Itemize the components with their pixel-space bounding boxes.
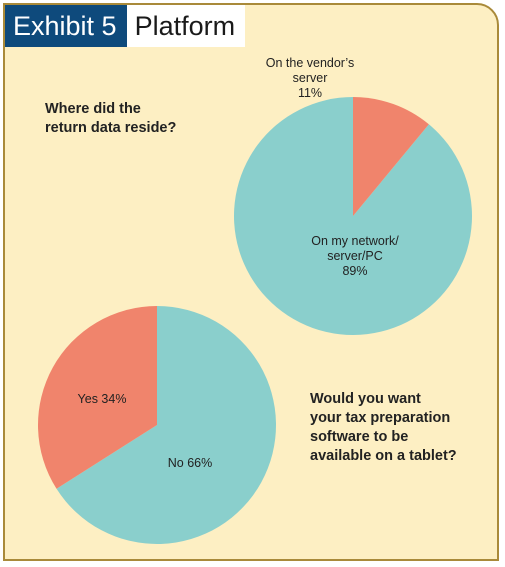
pie-2-slice-1 (56, 306, 276, 544)
exhibit-card: Exhibit 5 Platform Where did the return … (3, 3, 499, 561)
exhibit-title: Platform (126, 5, 246, 47)
pie-1-slice-1 (234, 97, 473, 335)
pie-charts: On my network/server/PC 89% On the vendor’… (37, 56, 473, 544)
exhibit-header: Exhibit 5 Platform (5, 5, 246, 47)
pie-2-slice-2 (37, 306, 157, 489)
pie-1-question: Where did the return data reside? (45, 101, 177, 136)
pie-1-slice-2-label: On the vendor’s server 11% (266, 56, 354, 100)
pie-2-slice-2-label: Yes 34% (78, 392, 127, 406)
exhibit-number: Exhibit 5 (5, 5, 127, 47)
pie-1-slice-1-label: On my network/server/PC 89% (311, 234, 399, 278)
pie-2-question: Would you want your tax preparation soft… (310, 391, 457, 464)
pie-1-slice-2 (353, 97, 429, 216)
pie-2-slice-1-label: No 66% (168, 456, 212, 470)
